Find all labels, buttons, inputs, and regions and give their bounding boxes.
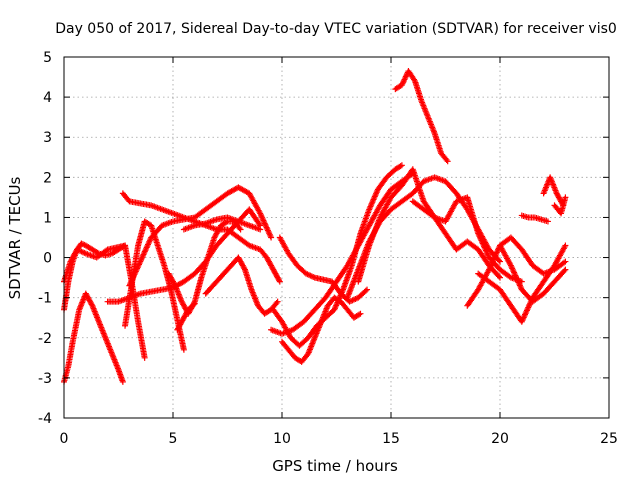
- data-point: [562, 258, 569, 265]
- data-series-sat-c: [61, 242, 129, 285]
- data-point: [141, 354, 148, 361]
- chart-title: Day 050 of 2017, Sidereal Day-to-day VTE…: [55, 21, 617, 37]
- data-series-sat-g: [126, 184, 275, 289]
- data-point: [443, 156, 450, 163]
- data-point: [237, 226, 244, 233]
- data-point: [241, 265, 248, 272]
- data-point: [276, 278, 283, 285]
- data-series-sat-w: [518, 212, 551, 225]
- data-point: [561, 259, 568, 266]
- data-point: [497, 274, 503, 281]
- x-tick-label: 5: [169, 431, 178, 447]
- data-point: [119, 378, 126, 385]
- y-tick-label: 5: [43, 50, 52, 66]
- data-point: [171, 281, 178, 288]
- y-tick-label: 3: [43, 130, 52, 146]
- data-series-sat-b: [61, 290, 126, 385]
- data-point: [397, 163, 404, 170]
- x-tick-label: 20: [491, 431, 509, 447]
- x-axis-title: GPS time / hours: [272, 457, 398, 475]
- x-tick-label: 15: [382, 431, 400, 447]
- data-point: [364, 286, 371, 293]
- data-series-sat-i: [174, 300, 198, 333]
- x-tick-label: 0: [60, 431, 69, 447]
- data-point: [88, 301, 95, 308]
- data-series-sat-j: [180, 214, 264, 233]
- data-point: [268, 234, 275, 241]
- y-tick-label: -3: [38, 371, 52, 387]
- data-point: [190, 301, 197, 308]
- y-tick-label: 1: [43, 210, 52, 226]
- data-point: [562, 242, 569, 249]
- x-tick-label: 25: [600, 431, 618, 447]
- data-point: [561, 267, 568, 274]
- x-tick-label: 10: [273, 431, 291, 447]
- data-point: [356, 311, 363, 318]
- data-points: [61, 68, 569, 385]
- axes: 0 5 10 15 20 25 -4 -3 -2 -1 0 1 2 3 4 5: [38, 50, 618, 447]
- y-tick-label: -1: [38, 291, 52, 307]
- data-series-sat-u: [475, 242, 569, 325]
- data-series-sat-r: [392, 68, 451, 165]
- data-point: [562, 194, 569, 201]
- y-tick-label: -4: [38, 411, 52, 427]
- y-tick-label: 0: [43, 251, 52, 267]
- data-point: [562, 266, 569, 273]
- y-axis-title: SDTVAR / TECUs: [6, 176, 24, 299]
- y-tick-label: 2: [43, 170, 52, 186]
- data-point: [191, 300, 198, 307]
- data-point: [257, 226, 264, 233]
- data-point: [357, 310, 364, 317]
- data-point: [544, 218, 551, 225]
- data-point: [495, 273, 502, 280]
- data-point: [236, 225, 243, 232]
- data-point: [276, 277, 283, 284]
- y-tick-label: 4: [43, 90, 52, 106]
- y-tick-label: -2: [38, 331, 52, 347]
- data-point: [444, 158, 451, 165]
- data-series-sat-y: [551, 194, 569, 217]
- data-point: [180, 346, 187, 353]
- data-series-sat-n: [279, 294, 364, 365]
- data-point: [497, 258, 503, 265]
- plot-frame: [63, 56, 610, 419]
- data-point: [273, 300, 280, 307]
- data-series-sat-v: [497, 242, 569, 305]
- data-point: [103, 247, 110, 254]
- data-point: [495, 257, 502, 264]
- data-point: [122, 242, 129, 249]
- data-point: [274, 298, 281, 305]
- data-point: [362, 287, 369, 294]
- data-series-sat-k: [202, 254, 281, 317]
- data-series-sat-m: [270, 162, 405, 349]
- data-point: [398, 162, 405, 169]
- data-point: [256, 221, 263, 228]
